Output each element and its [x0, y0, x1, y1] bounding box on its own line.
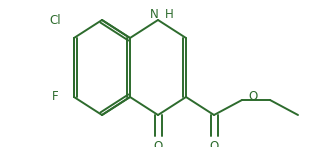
- Text: H: H: [165, 7, 174, 20]
- Text: F: F: [52, 91, 58, 103]
- Text: O: O: [209, 140, 219, 147]
- Text: Cl: Cl: [49, 14, 61, 26]
- Text: N: N: [150, 7, 159, 20]
- Text: O: O: [248, 90, 257, 102]
- Text: O: O: [154, 140, 163, 147]
